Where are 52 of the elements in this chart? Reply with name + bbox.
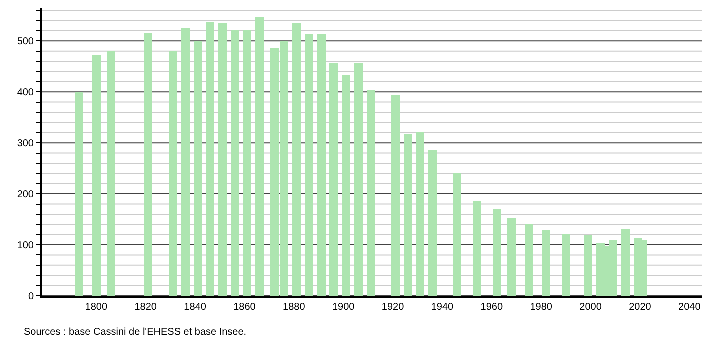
bar bbox=[507, 218, 516, 296]
bar bbox=[75, 92, 83, 296]
bar bbox=[428, 150, 437, 296]
x-tick-label: 1960 bbox=[480, 302, 504, 313]
bar bbox=[181, 28, 190, 296]
bar bbox=[305, 34, 313, 296]
x-tick-label: 2040 bbox=[678, 302, 702, 313]
bar bbox=[621, 229, 630, 296]
bar bbox=[92, 55, 101, 296]
y-tick-label: 300 bbox=[17, 138, 34, 150]
x-tick-label: 1860 bbox=[234, 302, 256, 313]
bar bbox=[218, 23, 227, 296]
bar bbox=[144, 33, 152, 296]
y-tick-label: 0 bbox=[28, 292, 34, 302]
bar bbox=[416, 132, 424, 296]
x-tick-label: 2020 bbox=[629, 302, 652, 313]
x-tick-label: 1900 bbox=[332, 302, 356, 313]
bar bbox=[562, 234, 570, 296]
bar bbox=[169, 51, 177, 296]
x-tick-label: 1820 bbox=[134, 302, 158, 313]
bar bbox=[404, 134, 412, 296]
bar bbox=[255, 17, 264, 296]
bar bbox=[206, 22, 214, 296]
bar bbox=[354, 63, 363, 296]
bar bbox=[473, 201, 481, 296]
x-tick-label: 2000 bbox=[580, 302, 602, 313]
bar bbox=[453, 173, 461, 296]
bar bbox=[367, 90, 375, 296]
bar bbox=[542, 230, 550, 296]
y-tick-label: 200 bbox=[17, 190, 34, 201]
bar bbox=[231, 30, 239, 296]
bar bbox=[194, 41, 202, 296]
x-tick-label: 1920 bbox=[382, 302, 405, 313]
bar bbox=[584, 235, 592, 296]
x-tick-label: 1940 bbox=[431, 302, 454, 313]
x-tick-label: 1800 bbox=[85, 302, 108, 313]
y-tick-label: 500 bbox=[17, 36, 34, 48]
bar bbox=[342, 75, 350, 296]
bar bbox=[493, 209, 501, 296]
bar bbox=[292, 23, 301, 296]
bar bbox=[525, 224, 533, 296]
bar bbox=[107, 51, 115, 296]
x-tick-label: 1980 bbox=[530, 302, 553, 313]
y-tick-label: 100 bbox=[17, 240, 34, 252]
bar bbox=[317, 34, 326, 296]
y-tick-label: 400 bbox=[17, 88, 34, 99]
bar bbox=[329, 63, 338, 296]
x-tick-label: 1840 bbox=[184, 302, 207, 313]
bar bbox=[391, 95, 400, 296]
source-note: Sources : base Cassini de l'EHESS et base Insee. bbox=[24, 327, 247, 338]
bar bbox=[243, 30, 251, 296]
x-tick-label: 1880 bbox=[283, 302, 306, 313]
